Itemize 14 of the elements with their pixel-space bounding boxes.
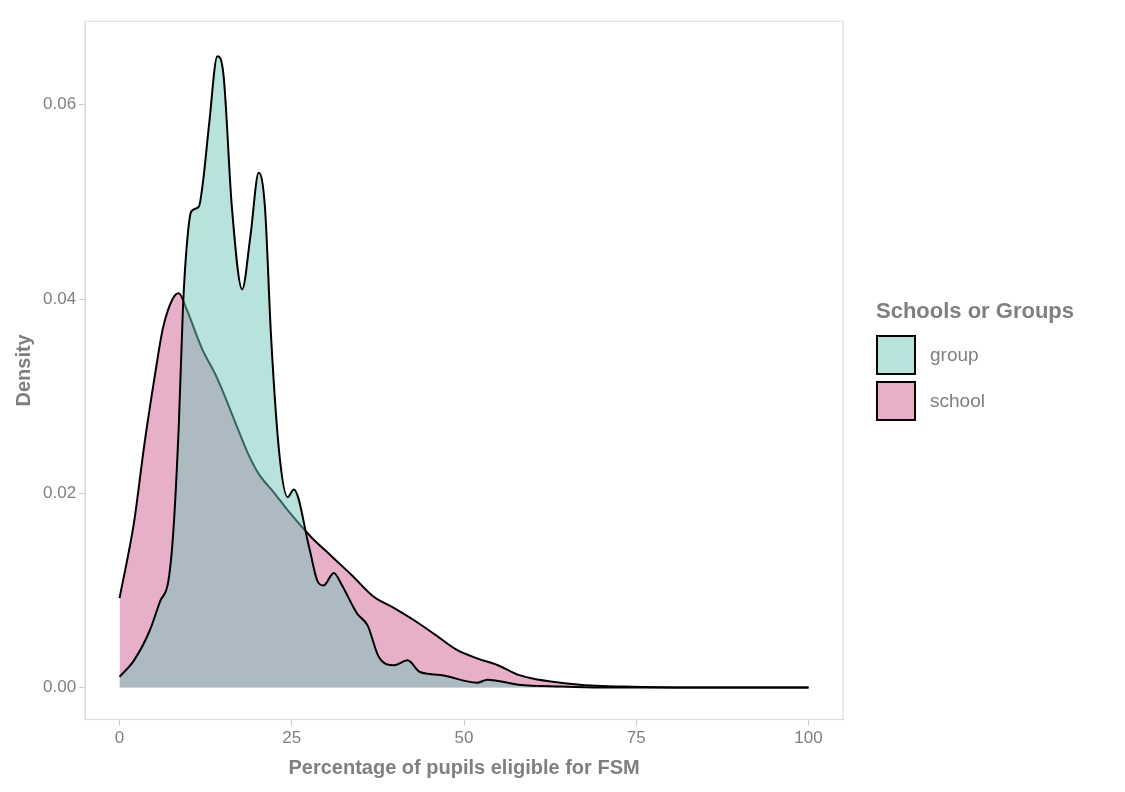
legend-label: group xyxy=(930,344,979,366)
x-tick-label: 100 xyxy=(794,728,823,748)
y-tick-label: 0.06 xyxy=(42,94,77,114)
x-tick-label: 50 xyxy=(454,728,474,748)
legend-label: school xyxy=(930,390,985,412)
x-tick-label: 25 xyxy=(282,728,302,748)
y-tick-label: 0.02 xyxy=(42,482,77,502)
y-tick-label: 0.04 xyxy=(42,288,77,308)
x-tick-label: 75 xyxy=(626,728,646,748)
x-axis-title: Percentage of pupils eligible for FSM xyxy=(288,755,640,778)
y-axis-title: Density xyxy=(11,333,34,407)
y-tick-label: 0.00 xyxy=(42,677,77,697)
x-tick-label: 0 xyxy=(114,728,125,748)
legend-title: Schools or Groups xyxy=(876,298,1075,324)
